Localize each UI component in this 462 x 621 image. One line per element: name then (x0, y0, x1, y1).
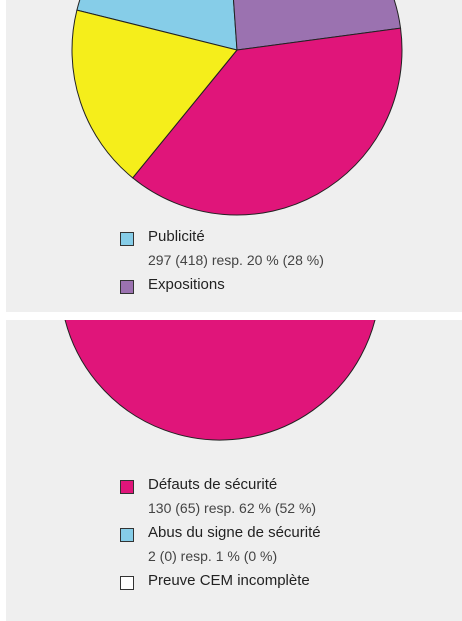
legend-label: Défauts de sécurité (148, 476, 278, 493)
pie-slice-0 (64, 320, 376, 441)
legend-label: Preuve CEM incomplète (148, 572, 310, 589)
legend-swatch-preuve-cem (120, 576, 134, 590)
legend-swatch-expositions (120, 280, 134, 294)
pie-chart-bottom (64, 320, 376, 441)
pie-slice-3 (71, 9, 238, 179)
pie-slice-0 (76, 0, 238, 51)
legend-swatch-publicite (120, 232, 134, 246)
legend-label: Abus du signe de sécurité (148, 524, 321, 541)
pie-chart-panel-bottom: Défauts de sécurité 130 (65) resp. 62 % … (6, 320, 462, 621)
legend-label: Publicité (148, 228, 205, 245)
pie-slice-2 (132, 27, 403, 216)
legend-label: Expositions (148, 276, 225, 293)
pie-slice-1 (233, 0, 402, 51)
pie-chart-panel-top: Publicité 297 (418) resp. 20 % (28 %) Ex… (6, 0, 462, 312)
legend-swatch-abus (120, 528, 134, 542)
legend-swatch-defauts (120, 480, 134, 494)
legend-stat: 2 (0) resp. 1 % (0 %) (148, 548, 278, 564)
legend-stat: 130 (65) resp. 62 % (52 %) (148, 500, 317, 516)
pie-chart-top (71, 0, 403, 216)
legend-stat: 297 (418) resp. 20 % (28 %) (148, 252, 324, 268)
